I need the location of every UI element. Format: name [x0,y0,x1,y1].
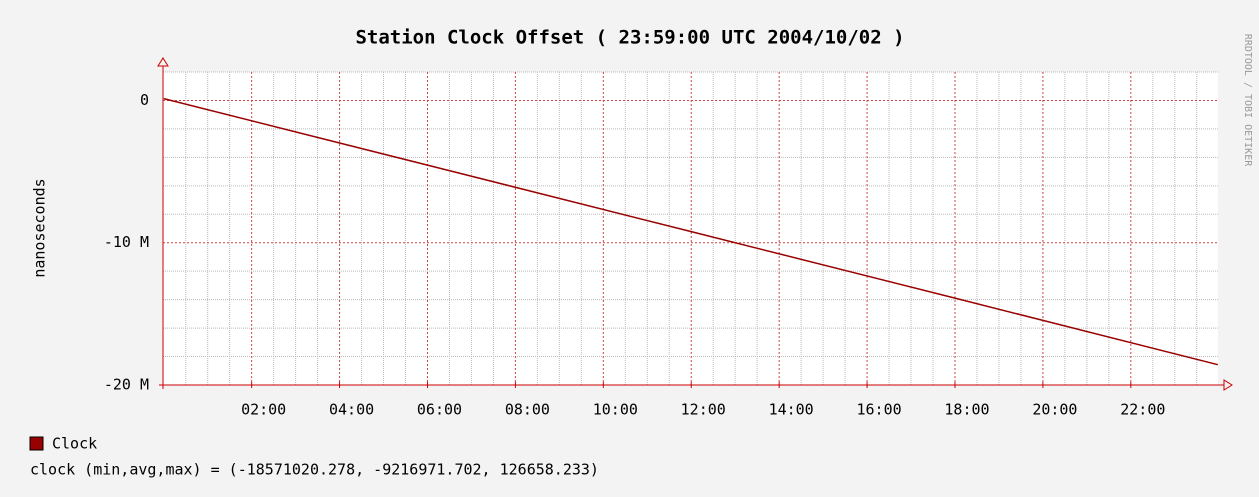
y-tick-label: -20 M [104,376,149,394]
summary: clock (min,avg,max) = (-18571020.278, -9… [30,461,599,479]
y-axis-arrow [157,57,169,67]
x-tick-label: 14:00 [769,401,814,419]
x-axis-arrow [1223,379,1233,391]
x-tick-label: 08:00 [505,401,550,419]
chart-title: Station Clock Offset ( 23:59:00 UTC 2004… [355,27,904,49]
legend-swatch [29,436,44,451]
data-line [163,97,1219,366]
x-tick-label: 20:00 [1032,401,1077,419]
y-axis-label: nanoseconds [31,178,49,277]
watermark: RRDTOOL / TOBI OETIKER [1242,34,1253,167]
x-tick-label: 04:00 [329,401,374,419]
y-tick-label: -10 M [104,233,149,251]
y-tick-label: 0 [140,91,149,109]
x-tick-label: 06:00 [417,401,462,419]
legend-label: Clock [52,435,97,453]
x-tick-label: 02:00 [241,401,286,419]
x-tick-label: 10:00 [593,401,638,419]
x-tick-label: 22:00 [1120,401,1165,419]
plot-area [163,72,1218,385]
x-tick-label: 16:00 [856,401,901,419]
x-tick-label: 18:00 [944,401,989,419]
x-tick-label: 12:00 [681,401,726,419]
